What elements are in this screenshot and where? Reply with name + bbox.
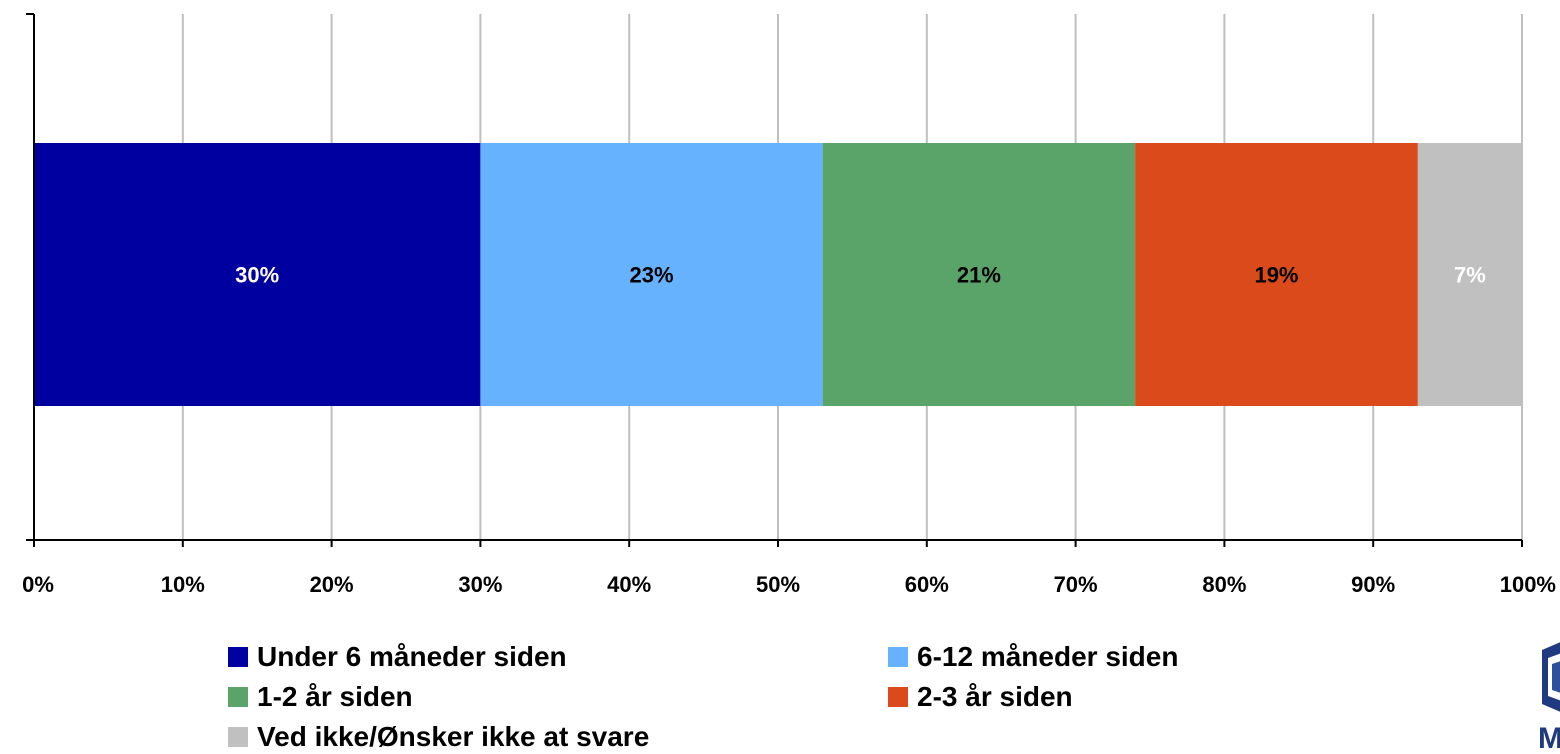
legend-swatch [888, 647, 908, 667]
data-label: 7% [1454, 263, 1486, 288]
legend-swatch [888, 687, 908, 707]
x-tick-label: 20% [310, 572, 354, 597]
data-labels: 30% 23% 21% 19% 7% [235, 263, 1486, 288]
data-label: 21% [957, 263, 1001, 288]
legend-item: Ved ikke/Ønsker ikke at svare [228, 720, 649, 754]
legend-swatch [228, 687, 248, 707]
legend-label: 6-12 måneder siden [917, 641, 1179, 672]
bar-segment [480, 143, 823, 406]
legend-item: Under 6 måneder siden [228, 640, 567, 674]
data-label: 23% [629, 263, 673, 288]
x-tick-label: 0% [22, 572, 54, 597]
bar-segment [1417, 143, 1522, 406]
x-tick-label: 90% [1351, 572, 1395, 597]
stacked-bar-chart: 30% 23% 21% 19% 7% 0% 10% 20% 30% 40% 50% 60% 70% 80… [22, 13, 1556, 597]
legend-item: 2-3 år siden [888, 680, 1073, 714]
axes [26, 13, 1523, 547]
data-label: 30% [235, 263, 279, 288]
x-tick-labels: 0% 10% 20% 30% 40% 50% 60% 70% 80% 90% 100% [22, 572, 1556, 597]
x-tick-label: 100% [1500, 572, 1556, 597]
x-tick-label: 60% [905, 572, 949, 597]
brand-logo: M [1530, 636, 1560, 751]
legend-label: 1-2 år siden [257, 681, 413, 712]
bar-segment [822, 143, 1136, 406]
bar-segment [1135, 143, 1418, 406]
bar-segments [34, 143, 1522, 406]
data-label: 19% [1254, 263, 1298, 288]
x-tick-label: 10% [161, 572, 205, 597]
legend-label: Ved ikke/Ønsker ikke at svare [257, 721, 650, 752]
x-tick-label: 30% [458, 572, 502, 597]
logo-shape-core [1552, 661, 1560, 693]
legend-item: 1-2 år siden [228, 680, 413, 714]
bar-segment [34, 143, 481, 406]
x-tick-label: 80% [1202, 572, 1246, 597]
legend-label: Under 6 måneder siden [257, 641, 567, 672]
logo-letter: M [1538, 722, 1560, 751]
legend-item: 6-12 måneder siden [888, 640, 1178, 674]
legend-swatch [228, 647, 248, 667]
legend-label: 2-3 år siden [917, 681, 1073, 712]
x-tick-label: 70% [1054, 572, 1098, 597]
x-tick-label: 40% [607, 572, 651, 597]
logo-mark: M [1538, 642, 1560, 751]
x-tick-label: 50% [756, 572, 800, 597]
legend-swatch [228, 727, 248, 747]
